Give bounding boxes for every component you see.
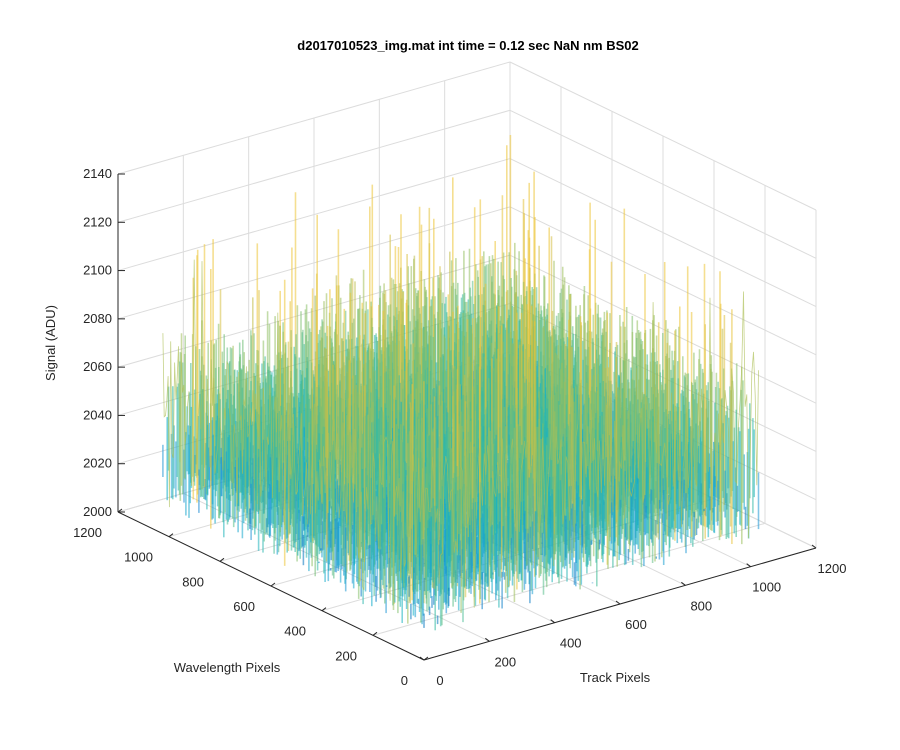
x-tick-label: 0 [436,673,443,688]
y-tick-label: 200 [335,648,357,663]
x-tick-label: 200 [494,654,516,669]
z-axis-label: Signal (ADU) [43,305,58,381]
back-wall-grid-line-z [117,158,511,272]
surface-front-edge-x [423,291,759,608]
y-tick-label: 1000 [124,550,153,565]
x-tick-mark [746,563,751,568]
y-tick-mark [321,607,327,612]
z-tick-label: 2040 [83,407,112,422]
surface-plot [162,135,760,631]
x-tick-label: 1200 [818,561,847,576]
back-wall-grid-line-z [117,109,511,223]
back-wall-grid-line-z [117,206,511,320]
x-tick-mark [419,656,425,661]
surface-front-edge-y [162,259,425,601]
side-wall-grid-line-z [509,158,817,308]
x-tick-label: 400 [560,636,582,651]
back-wall-grid-line-z [117,61,511,175]
y-tick-mark [219,557,225,562]
z-tick-label: 2080 [83,311,112,326]
x-tick-mark [811,544,817,549]
x-tick-label: 800 [690,598,712,613]
side-wall-grid-line-z [509,61,817,211]
z-tick-label: 2140 [83,166,112,181]
side-wall-grid-line-z [509,254,817,404]
y-tick-label: 800 [182,574,204,589]
y-tick-mark [423,656,429,661]
z-tick-label: 2020 [83,456,112,471]
y-tick-label: 0 [401,673,408,688]
y-axis-label: Wavelength Pixels [174,660,281,675]
axes [117,173,817,661]
y-tick-label: 600 [233,599,255,614]
y-tick-mark [372,631,378,636]
chart-title: d2017010523_img.mat int time = 0.12 sec … [297,38,638,53]
z-tick-label: 2120 [83,214,112,229]
x-tick-mark [615,600,621,605]
y-tick-mark [270,582,276,587]
y-tick-label: 400 [284,624,306,639]
tick-labels: 0 200 400 600 800 1000 1200 0 200 400 600 800 1000 12… [73,166,846,688]
back-wall-grid-line-z [117,254,511,368]
x-tick-label: 1000 [752,580,781,595]
z-tick-label: 2100 [83,263,112,278]
x-tick-label: 600 [625,617,647,632]
z-tick-label: 2000 [83,504,112,519]
x-tick-mark [485,637,490,642]
x-tick-mark [550,619,555,624]
x-axis-label: Track Pixels [580,670,651,685]
y-tick-mark [168,533,174,538]
side-wall-grid-line-z [509,206,817,356]
y-tick-label: 1200 [73,525,102,540]
x-tick-mark [681,581,686,586]
side-wall-grid-line-z [509,109,817,259]
z-tick-label: 2060 [83,359,112,374]
